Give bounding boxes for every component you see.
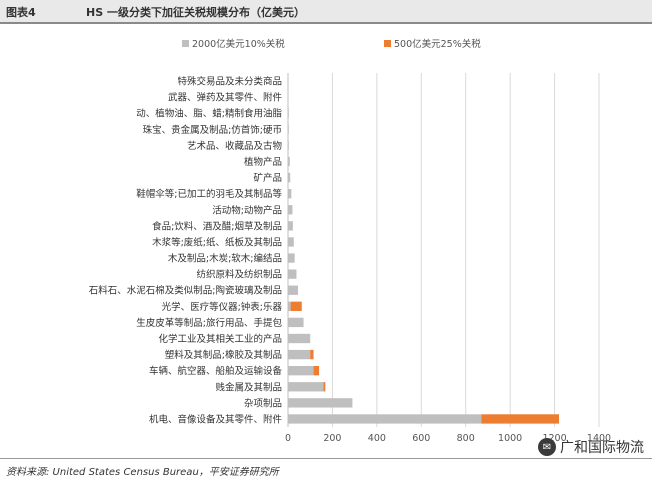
footer-divider [0,458,652,459]
bar-series-2000 [288,414,482,424]
bar-series-2000 [288,140,289,151]
bar-series-2000 [288,253,295,263]
category-label: 食品;饮料、酒及醋;烟草及制品 [152,220,282,232]
category-label: 车辆、航空器、船舶及运输设备 [149,365,283,377]
category-label: 珠宝、贵金属及制品;仿首饰;硬币 [143,124,282,136]
x-tick-label: 1000 [498,433,522,444]
bar-series-500 [310,349,314,360]
legend-swatch-2000 [182,40,189,47]
x-tick-label: 1200 [542,433,566,444]
x-tick-label: 800 [457,433,475,444]
category-label: 塑料及其制品;橡胶及其制品 [165,349,282,361]
legend-swatch-500 [384,40,391,47]
category-label: 石料石、水泥石棉及类似制品;陶瓷玻璃及制品 [89,285,282,297]
bar-series-2000 [288,205,293,215]
x-tick-label: 400 [368,433,386,444]
category-label: 光学、医疗等仪器;钟表;乐器 [162,301,283,313]
bar-series-2000 [288,124,289,134]
x-tick-label: 0 [285,433,291,444]
chart-title: HS 一级分类下加征关税规模分布（亿美元） [86,6,305,19]
bar-series-500 [323,382,326,392]
watermark-text: 广和国际物流 [560,440,644,456]
bar-series-2000 [288,221,293,231]
category-label: 木浆等;废纸;纸、纸板及其制品 [152,236,282,248]
bar-series-500 [313,366,320,376]
bar-series-2000 [288,156,290,167]
bar-chart: 0 200 400 600 800 1000 1200 1400 特殊交易品及未分类商品武器、弹… [89,38,611,444]
wechat-icon: ✉ [538,438,556,456]
category-label: 纺织原料及纺织制品 [196,269,282,281]
category-label: 化学工业及其相关工业的产品 [158,333,282,345]
category-label: 特殊交易品及未分类商品 [177,76,282,88]
category-label: 武器、弹药及其零件、附件 [168,92,283,104]
bar-series-2000 [288,366,314,376]
bar-series-2000 [288,108,289,118]
category-label: 植物产品 [244,156,282,168]
category-label: 鞋帽伞等;已加工的羽毛及其制品等 [136,188,282,200]
figure-header: 图表4 HS 一级分类下加征关税规模分布（亿美元） [0,0,652,24]
bar-series-2000 [288,317,304,328]
bar-series-2000 [288,269,297,279]
legend-label-500: 500亿美元25%关税 [394,38,481,50]
bar-series-500 [481,414,560,424]
category-label: 木及制品;木炭;软木;编结品 [168,253,282,265]
category-label: 艺术品、收藏品及古物 [187,140,283,152]
bar-series-2000 [288,285,298,295]
legend-label-2000: 2000亿美元10%关税 [192,38,285,50]
source-note: 资料来源: United States Census Bureau，平安证券研究… [6,467,279,478]
category-label: 贱金属及其制品 [215,381,282,393]
bar-series-2000 [288,349,311,360]
bar-series-2000 [288,189,292,199]
x-tick-label: 600 [412,433,430,444]
category-label: 矿产品 [253,172,282,184]
bar-series-2000 [288,301,291,311]
figure-label: 图表4 [6,6,36,19]
bar-series-500 [290,301,302,311]
category-label: 杂项制品 [244,397,282,409]
category-label: 活动物;动物产品 [212,204,282,216]
x-tick-label: 1400 [587,433,611,444]
bar-series-2000 [288,398,353,408]
category-label: 生皮皮革等制品;旅行用品、手提包 [136,317,282,329]
x-tick-label: 200 [323,433,341,444]
category-label: 机电、音像设备及其零件、附件 [149,413,283,425]
bar-series-2000 [288,333,311,344]
bar-series-2000 [288,237,294,247]
category-label: 动、植物油、脂、蜡;精制食用油脂 [136,108,282,120]
watermark: ✉ 广和国际物流 [538,437,644,457]
bar-series-2000 [288,382,324,392]
bar-series-2000 [288,172,291,183]
